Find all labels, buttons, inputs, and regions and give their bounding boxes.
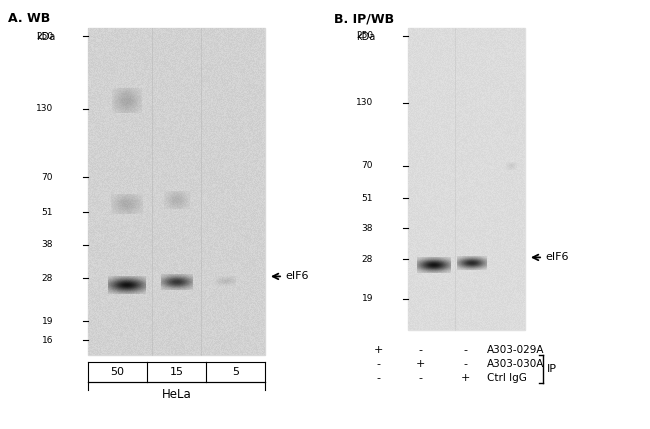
Text: 250: 250 (36, 32, 53, 41)
Text: 130: 130 (356, 98, 373, 107)
Text: A303-030A: A303-030A (487, 359, 545, 369)
Text: 70: 70 (42, 172, 53, 181)
Text: 19: 19 (42, 317, 53, 326)
Text: eIF6: eIF6 (545, 252, 569, 263)
Text: 19: 19 (361, 294, 373, 303)
Text: 28: 28 (361, 255, 373, 264)
Text: 250: 250 (356, 31, 373, 40)
Text: -: - (418, 373, 422, 383)
Bar (408, 28, 525, 330)
Text: 38: 38 (361, 224, 373, 233)
Text: B. IP/WB: B. IP/WB (334, 12, 394, 25)
Text: 130: 130 (36, 104, 53, 113)
Text: -: - (418, 345, 422, 355)
Text: 28: 28 (42, 274, 53, 283)
Text: 51: 51 (361, 193, 373, 202)
Text: A. WB: A. WB (8, 12, 50, 25)
Text: A303-029A: A303-029A (487, 345, 545, 355)
Text: HeLa: HeLa (162, 389, 191, 402)
Text: -: - (376, 359, 380, 369)
Text: IP: IP (547, 364, 557, 374)
Text: Ctrl IgG: Ctrl IgG (487, 373, 527, 383)
Text: 70: 70 (361, 161, 373, 170)
Text: kDa: kDa (356, 32, 375, 42)
Text: 5: 5 (232, 367, 239, 377)
Bar (88, 28, 265, 355)
Text: eIF6: eIF6 (285, 272, 309, 281)
Text: 51: 51 (42, 208, 53, 217)
Text: 38: 38 (42, 240, 53, 249)
Text: 16: 16 (42, 336, 53, 345)
Text: 50: 50 (111, 367, 125, 377)
Text: -: - (463, 359, 467, 369)
Text: +: + (415, 359, 424, 369)
Text: -: - (463, 345, 467, 355)
Text: kDa: kDa (36, 32, 55, 42)
Text: -: - (376, 373, 380, 383)
Text: +: + (373, 345, 383, 355)
Text: 15: 15 (170, 367, 183, 377)
Text: +: + (460, 373, 470, 383)
